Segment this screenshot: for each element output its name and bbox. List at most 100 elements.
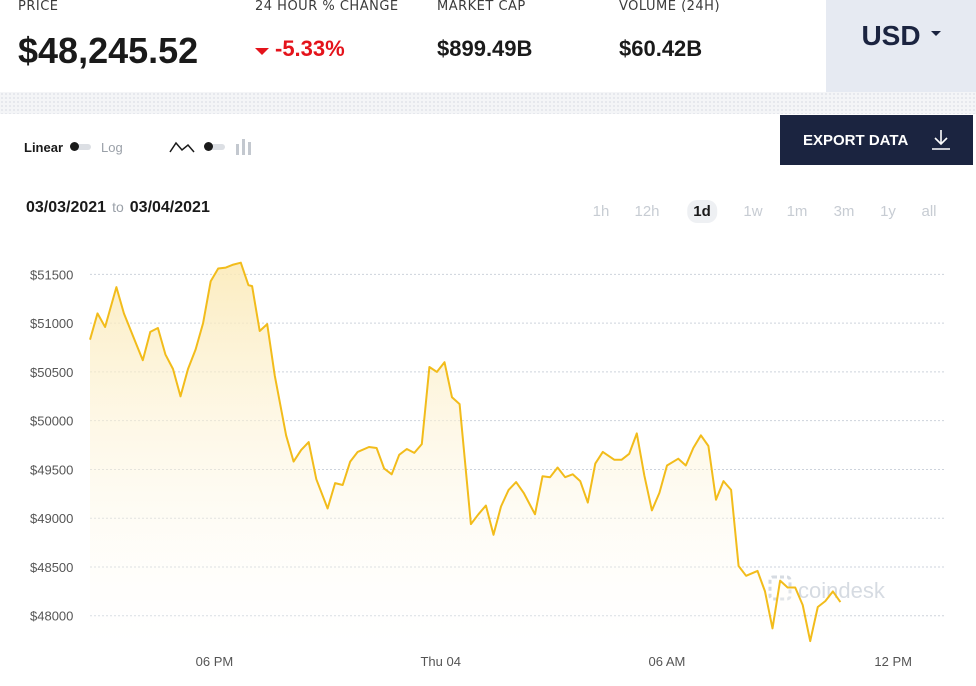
chart-type-toggle-switch[interactable] [203,142,225,151]
price-point [112,283,120,291]
price-point [331,479,339,487]
price-point [192,346,200,354]
price-line [89,261,842,643]
change-value-row: -5.33% [255,36,399,62]
y-tick-label: $49000 [30,511,73,526]
price-point [584,499,592,507]
price-point [154,324,162,332]
watermark-text: coindesk [798,578,886,603]
price-point [742,572,750,580]
y-tick-label: $48000 [30,609,73,624]
price-point [704,442,712,450]
period-12h[interactable]: 12h [634,203,660,220]
price-point [490,531,498,539]
price-point [784,584,792,592]
price-stat: PRICE $48,245.52 [18,0,198,72]
x-axis: 06 PM Thu 04 06 AM 12 PM [196,654,912,669]
price-point [735,562,743,570]
price-point [354,448,362,456]
caret-down-icon [930,30,941,36]
date-range[interactable]: 03/03/2021 to 03/04/2021 [26,199,210,217]
period-selector: 1h 12h 1d 1w 1m 3m 1y all [0,200,976,224]
price-point [290,458,298,466]
change-stat: 24 HOUR % CHANGE -5.33% [255,0,399,62]
price-point [222,264,230,272]
price-point [512,478,520,486]
price-point [177,392,185,400]
price-point [214,265,222,273]
period-3m[interactable]: 3m [833,203,855,220]
price-point [94,309,102,317]
price-chart[interactable]: $51500 $51000 $50500 $50000 $49500 $49000 $485… [0,230,976,686]
date-range-separator: to [112,199,124,215]
price-area [90,262,841,645]
price-point [829,587,837,595]
price-point [169,365,177,373]
line-chart-icon[interactable] [169,139,195,155]
scale-log-label[interactable]: Log [101,139,123,155]
scale-toggle-knob [70,142,80,151]
period-1d[interactable]: 1d [687,200,717,223]
price-point [497,503,505,511]
price-point [467,520,475,528]
period-1w[interactable]: 1w [743,203,763,220]
price-point [591,460,599,468]
price-point [441,358,449,366]
price-point [836,598,844,606]
price-point [814,603,822,611]
price-point [248,282,256,290]
price-point [373,444,381,452]
currency-dropdown[interactable]: USD [826,0,976,92]
x-tick-label: 06 AM [649,654,686,669]
price-point [271,372,279,380]
market-cap-stat: MARKET CAP $899.49B [437,0,532,62]
bar-chart-icon[interactable] [235,138,253,156]
price-point [674,455,682,463]
date-to[interactable]: 03/04/2021 [129,199,210,216]
price-label: PRICE [18,0,59,14]
volume-stat: VOLUME (24H) $60.42B [619,0,720,62]
price-point [146,328,154,336]
period-1m[interactable]: 1m [786,203,808,220]
price-point [682,462,690,470]
down-arrow-icon [255,47,269,55]
price-point [448,393,456,401]
period-1h[interactable]: 1h [592,203,610,220]
scale-toggle-switch[interactable] [70,142,92,151]
change-label: 24 HOUR % CHANGE [255,0,399,14]
price-point [663,462,671,470]
volume-value: $60.42B [619,36,703,61]
market-cap-value: $899.49B [437,36,533,61]
scale-linear-label[interactable]: Linear [24,139,64,155]
price-point [727,486,735,494]
price-point [482,502,490,510]
y-tick-label: $50500 [30,365,73,380]
date-from[interactable]: 03/03/2021 [26,199,107,216]
price-point [806,637,814,645]
price-point [531,510,539,518]
chart-controls: Linear Log [24,138,253,156]
x-tick-label: Thu 04 [420,654,460,669]
y-tick-label: $51500 [30,267,73,282]
price-point [697,431,705,439]
period-1y[interactable]: 1y [880,203,896,220]
chart-type-toggle-knob [203,142,213,151]
price-point [610,456,618,464]
price-point [346,458,354,466]
price-point [712,496,720,504]
y-tick-label: $49500 [30,462,73,477]
price-point [101,323,109,331]
y-axis: $51500 $51000 $50500 $50000 $49500 $49000 $485… [30,267,73,623]
x-tick-label: 12 PM [874,654,912,669]
price-point [282,431,290,439]
price-point [425,363,433,371]
price-point [569,470,577,478]
price-point [263,320,271,328]
price-point [648,506,656,514]
price-point [139,356,147,364]
period-all[interactable]: all [921,203,937,220]
export-data-button[interactable]: EXPORT DATA [780,115,973,165]
price-point [561,473,569,481]
price-point [161,350,169,358]
price-point [418,440,426,448]
